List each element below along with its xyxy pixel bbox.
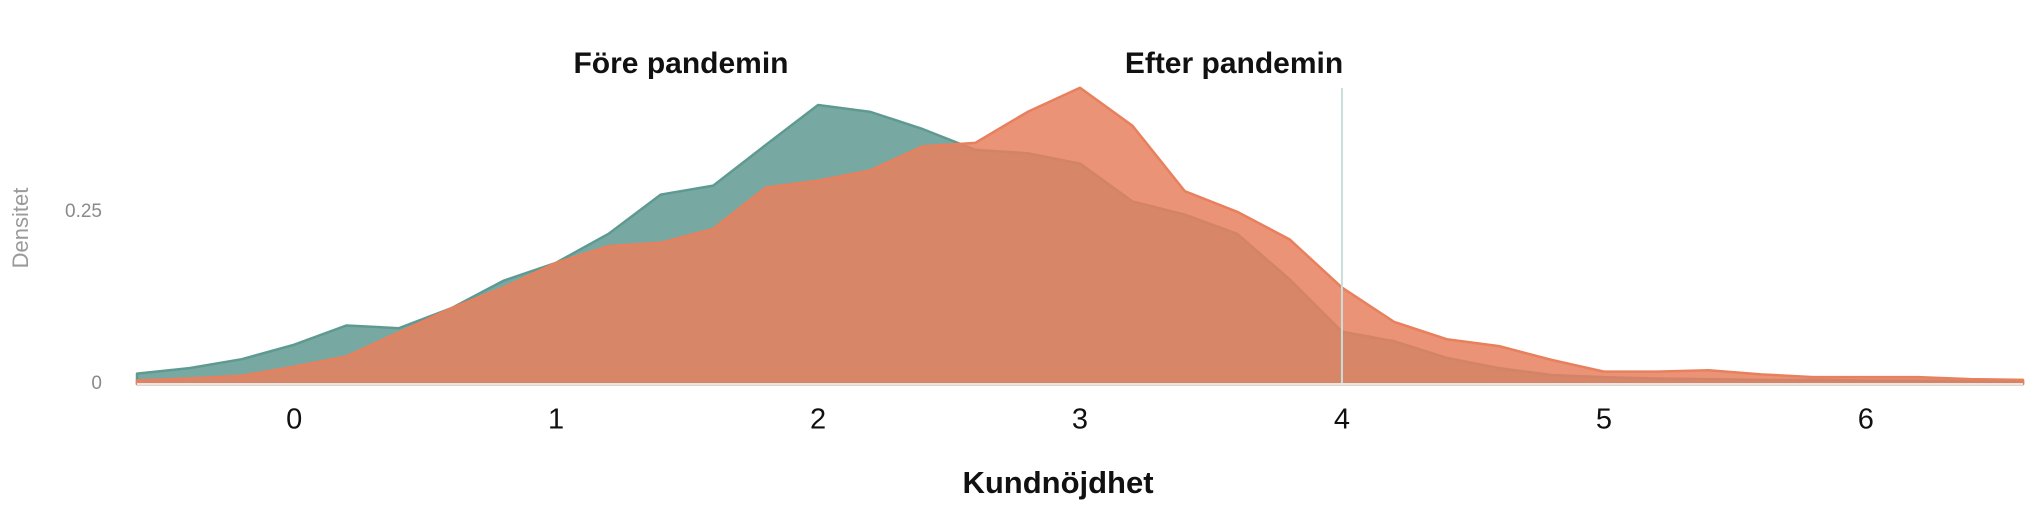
density-area: [135, 86, 2025, 386]
x-tick-label: 5: [1596, 404, 1612, 436]
x-tick-label: 4: [1334, 404, 1350, 436]
y-tick-label: 0.25: [65, 201, 102, 222]
x-tick-label: 2: [810, 404, 826, 436]
x-tick-label: 0: [286, 404, 302, 436]
y-tick-label: 0: [91, 373, 102, 394]
x-axis-label: Kundnöjdhet: [962, 465, 1153, 500]
x-tick-label: 6: [1858, 404, 1874, 436]
series-label: Före pandemin: [573, 47, 788, 80]
x-tick-label: 3: [1072, 404, 1088, 436]
x-tick-label: 1: [548, 404, 564, 436]
y-axis-label: Densitet: [8, 188, 33, 269]
series-label: Efter pandemin: [1125, 47, 1343, 80]
